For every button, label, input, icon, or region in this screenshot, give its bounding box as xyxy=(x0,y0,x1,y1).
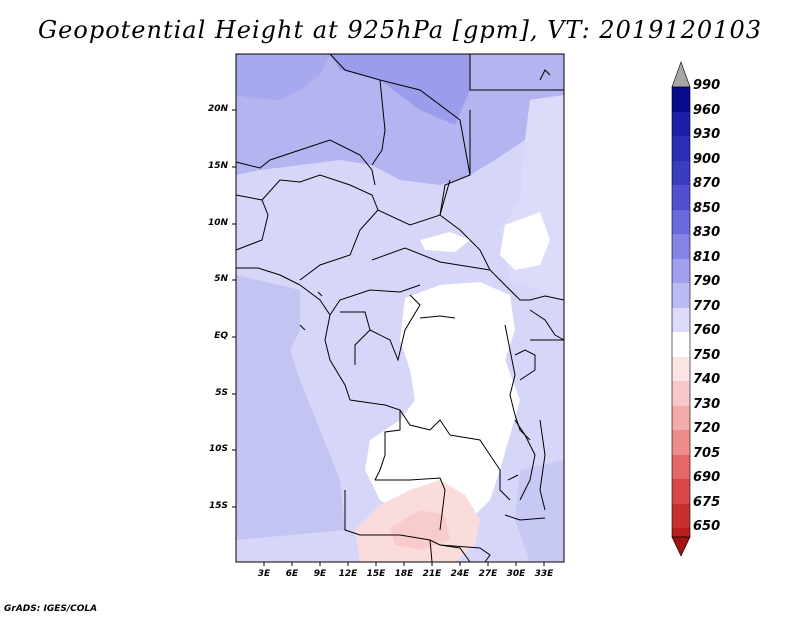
colorbar-level-label: 690 xyxy=(693,470,721,485)
colorbar-box xyxy=(672,430,690,455)
field-north-core xyxy=(330,54,470,125)
colorbar-box xyxy=(672,332,690,357)
colorbar-box xyxy=(672,308,690,332)
colorbar-level-label: 850 xyxy=(693,201,721,216)
field-white-patch-east xyxy=(500,212,550,270)
map-panel xyxy=(235,53,565,563)
lat-label: 10N xyxy=(207,218,228,228)
field-south-pink-core xyxy=(390,510,450,550)
colorbar-level-label: 990 xyxy=(693,78,721,93)
colorbar-level-label: 810 xyxy=(693,250,721,265)
lat-label: 5N xyxy=(214,274,228,284)
lon-label: 21E xyxy=(422,569,442,579)
lon-label: 18E xyxy=(394,569,414,579)
lat-label: 15S xyxy=(208,501,228,511)
colorbar-box xyxy=(672,381,690,406)
colorbar-box xyxy=(672,210,690,234)
colorbar-box xyxy=(672,185,690,210)
lon-label: 15E xyxy=(366,569,386,579)
colorbar-over-arrow xyxy=(672,62,690,87)
colorbar-level-label: 650 xyxy=(693,519,721,534)
colorbar-level-label: 930 xyxy=(693,127,721,142)
colorbar-level-label: 790 xyxy=(693,274,721,289)
colorbar-level-label: 960 xyxy=(693,103,721,118)
lon-label: 33E xyxy=(534,569,554,579)
colorbar-box xyxy=(672,112,690,136)
colorbar-box xyxy=(672,528,690,537)
colorbar-box xyxy=(672,136,690,161)
colorbar-under-arrow xyxy=(672,537,690,556)
colorbar-level-label: 720 xyxy=(693,421,721,436)
colorbar-box xyxy=(672,283,690,308)
colorbar-box xyxy=(672,504,690,528)
lon-label: 12E xyxy=(338,569,358,579)
colorbar-box xyxy=(672,234,690,259)
colorbar-level-label: 770 xyxy=(693,299,721,314)
colorbar-level-label: 675 xyxy=(693,495,721,510)
colorbar xyxy=(671,61,691,557)
colorbar-box xyxy=(672,357,690,381)
lon-label: 30E xyxy=(506,569,526,579)
field-west-ocean xyxy=(236,275,345,540)
colorbar-level-label: 740 xyxy=(693,372,721,387)
lon-label: 3E xyxy=(257,569,271,579)
colorbar-level-label: 705 xyxy=(693,446,721,461)
lat-label: 15N xyxy=(207,161,228,171)
lon-label: 9E xyxy=(313,569,327,579)
lon-label: 24E xyxy=(450,569,470,579)
colorbar-level-label: 750 xyxy=(693,348,721,363)
colorbar-level-label: 900 xyxy=(693,152,721,167)
colorbar-box xyxy=(672,87,690,112)
field-northwest-core xyxy=(236,54,330,100)
field-central-white xyxy=(365,282,520,525)
colorbar-box xyxy=(672,161,690,185)
footer-credit: GrADS: IGES/COLA xyxy=(4,604,98,614)
colorbar-box xyxy=(672,406,690,430)
colorbar-box xyxy=(672,455,690,479)
map-title: Geopotential Height at 925hPa [gpm], VT:… xyxy=(38,16,762,44)
field-north-region xyxy=(236,54,564,185)
lat-label: 20N xyxy=(207,104,228,114)
colorbar-level-label: 760 xyxy=(693,323,721,338)
axis-ticks xyxy=(232,109,545,566)
colorbar-level-label: 730 xyxy=(693,397,721,412)
field-white-patch-north xyxy=(420,232,470,252)
colorbar-outlines xyxy=(671,61,691,557)
country-borders xyxy=(235,53,565,563)
colorbar-box xyxy=(672,259,690,283)
lat-label: 10S xyxy=(208,444,228,454)
lon-label: 6E xyxy=(285,569,299,579)
colorbar-level-label: 870 xyxy=(693,176,721,191)
map-frame xyxy=(235,53,565,563)
colorbar-box xyxy=(672,479,690,504)
lat-label: 5S xyxy=(215,388,228,398)
colorbar-level-label: 830 xyxy=(693,225,721,240)
lat-label: EQ xyxy=(214,331,228,341)
lon-label: 27E xyxy=(478,569,498,579)
